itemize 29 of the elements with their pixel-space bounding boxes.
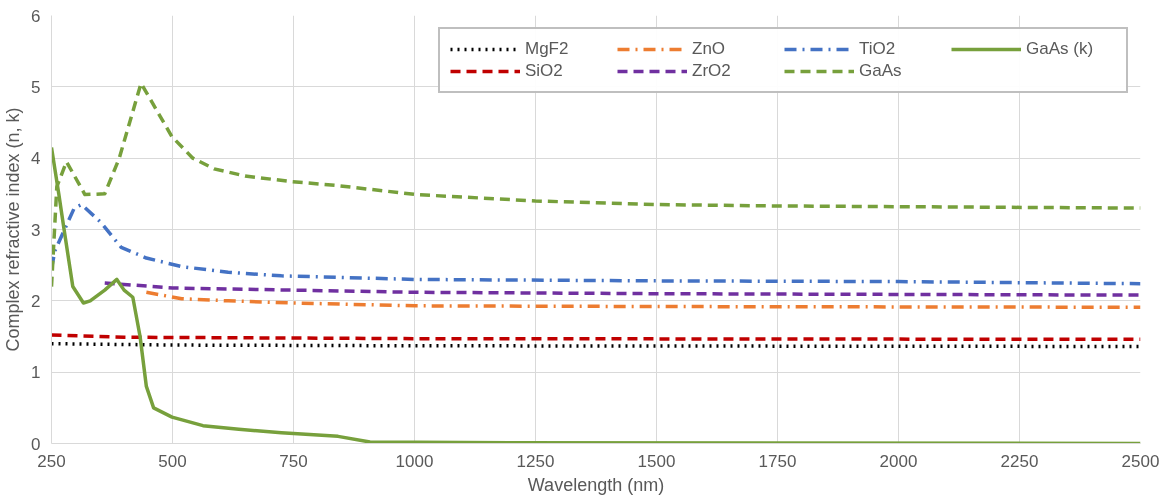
y-tick-label: 3: [31, 220, 41, 240]
legend-label: GaAs (k): [1026, 39, 1095, 59]
y-tick-label: 2: [31, 291, 41, 311]
line-series: [102, 281, 1141, 297]
legend-label: GaAs: [859, 61, 903, 81]
y-tick-label: 5: [31, 77, 41, 97]
legend-label: MgF2: [525, 39, 570, 59]
y-tick-label: 0: [31, 434, 41, 454]
x-tick-label: 2250: [1000, 451, 1039, 471]
y-tick-label: 1: [31, 363, 41, 383]
x-tick-label: 2500: [1121, 451, 1160, 471]
legend-label: SiO2: [525, 61, 564, 81]
y-tick-label: 4: [31, 149, 41, 169]
x-tick-label: 1000: [395, 451, 434, 471]
legend-label: ZrO2: [692, 61, 732, 81]
x-tick-label: 500: [158, 451, 187, 471]
legend-label: TiO2: [859, 39, 897, 59]
y-tick-label: 6: [31, 6, 41, 26]
y-axis-title: Complex refractive index (n, k): [3, 107, 24, 352]
x-tick-label: 250: [37, 451, 66, 471]
line-series: [51, 202, 1141, 286]
x-tick-label: 1750: [758, 451, 797, 471]
line-series: [144, 290, 1141, 309]
x-tick-label: 2000: [879, 451, 918, 471]
x-tick-label: 1250: [516, 451, 555, 471]
legend-label: ZnO: [692, 39, 727, 59]
x-axis-title: Wavelength (nm): [527, 474, 665, 495]
x-tick-label: 1500: [637, 451, 676, 471]
x-tick-label: 750: [279, 451, 308, 471]
